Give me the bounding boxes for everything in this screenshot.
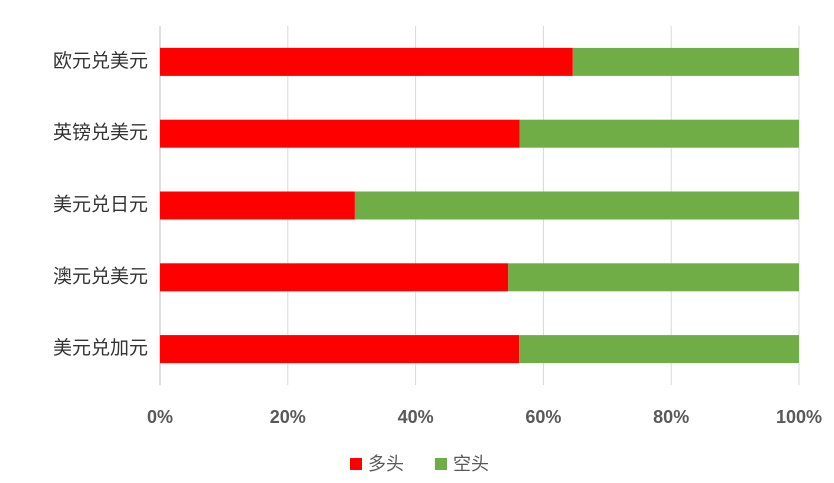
- bar-segment: [519, 119, 799, 148]
- y-tick-label: 澳元兑美元: [53, 265, 148, 287]
- x-tick-label: 100%: [776, 407, 822, 427]
- x-tick-label: 80%: [653, 407, 689, 427]
- bar-segment: [160, 263, 509, 292]
- x-tick-label: 20%: [270, 407, 306, 427]
- bar-segment: [519, 335, 799, 364]
- bar-segment: [160, 119, 520, 148]
- bar-segment: [160, 335, 520, 364]
- y-tick-label: 美元兑日元: [53, 194, 148, 216]
- x-tick-label: 40%: [398, 407, 434, 427]
- legend-swatch: [435, 458, 447, 470]
- bar-segment: [508, 263, 799, 292]
- x-tick-label: 60%: [525, 407, 561, 427]
- bar-segment: [160, 47, 573, 76]
- bar-segment: [354, 191, 799, 220]
- x-tick-label: 0%: [147, 407, 173, 427]
- bar-segment: [160, 191, 355, 220]
- y-tick-label: 英镑兑美元: [53, 122, 148, 144]
- bar-segment: [572, 47, 799, 76]
- legend-swatch: [350, 458, 362, 470]
- legend-label: 多头: [368, 454, 404, 475]
- legend-label: 空头: [453, 454, 489, 475]
- y-tick-label: 欧元兑美元: [53, 50, 148, 72]
- y-tick-label: 美元兑加元: [53, 337, 148, 359]
